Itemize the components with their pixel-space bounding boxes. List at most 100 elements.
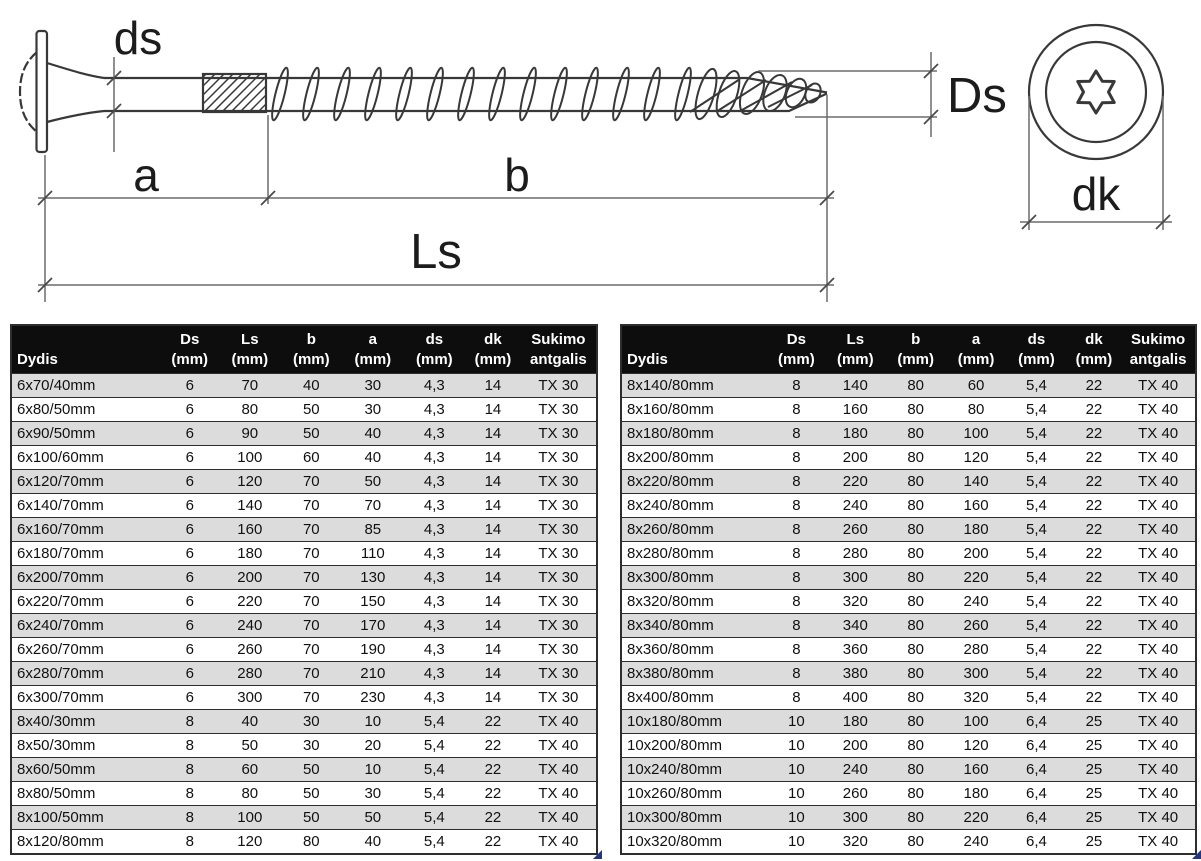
value-cell: TX 30 xyxy=(520,373,597,398)
value-cell: TX 30 xyxy=(520,517,597,542)
value-cell: 8 xyxy=(767,637,826,662)
value-cell: 20 xyxy=(342,733,404,758)
value-cell: 22 xyxy=(1066,613,1122,638)
value-cell: 5,4 xyxy=(403,781,466,806)
value-cell: 8 xyxy=(160,781,220,806)
selection-fill-handle-icon xyxy=(593,850,602,859)
value-cell: 80 xyxy=(885,469,946,494)
value-cell: TX 40 xyxy=(1121,781,1196,806)
value-cell: 8 xyxy=(767,397,826,422)
dimension-dk: dk xyxy=(1020,96,1172,230)
value-cell: 14 xyxy=(465,541,521,566)
value-cell: 5,4 xyxy=(1006,661,1067,686)
value-cell: 240 xyxy=(825,757,886,782)
value-cell: 8 xyxy=(767,661,826,686)
value-cell: 8 xyxy=(160,757,220,782)
value-cell: TX 40 xyxy=(520,781,597,806)
value-cell: 14 xyxy=(465,445,521,470)
value-cell: 30 xyxy=(342,397,404,422)
value-cell: 4,3 xyxy=(403,685,466,710)
value-cell: 120 xyxy=(945,733,1007,758)
value-cell: 4,3 xyxy=(403,373,466,398)
value-cell: 22 xyxy=(465,733,521,758)
value-cell: 240 xyxy=(219,613,281,638)
value-cell: 4,3 xyxy=(403,421,466,446)
table-row: 10x300/80mm 10 300 80 220 6,4 25 TX 40 xyxy=(621,805,1196,830)
value-cell: 170 xyxy=(342,613,404,638)
value-cell: 100 xyxy=(219,805,281,830)
value-cell: TX 40 xyxy=(520,805,597,830)
value-cell: 70 xyxy=(280,517,343,542)
value-cell: 80 xyxy=(885,445,946,470)
value-cell: 80 xyxy=(885,421,946,446)
value-cell: 22 xyxy=(1066,445,1122,470)
value-cell: 5,4 xyxy=(403,805,466,830)
value-cell: 280 xyxy=(219,661,281,686)
value-cell: 200 xyxy=(219,565,281,590)
value-cell: TX 30 xyxy=(520,661,597,686)
size-cell: 8x180/80mm xyxy=(621,421,768,446)
value-cell: 40 xyxy=(342,421,404,446)
column-header: dk (mm) xyxy=(1066,325,1122,374)
value-cell: 14 xyxy=(465,613,521,638)
value-cell: 80 xyxy=(945,397,1007,422)
value-cell: 4,3 xyxy=(403,493,466,518)
size-cell: 8x240/80mm xyxy=(621,493,768,518)
value-cell: 5,4 xyxy=(1006,493,1067,518)
value-cell: 80 xyxy=(885,829,946,854)
size-cell: 8x220/80mm xyxy=(621,469,768,494)
value-cell: 22 xyxy=(465,709,521,734)
table-row: 10x240/80mm 10 240 80 160 6,4 25 TX 40 xyxy=(621,757,1196,782)
value-cell: 150 xyxy=(342,589,404,614)
spec-table-right-container: Dydis Ds (mm) Ls (mm) b (mm) a (mm) ds (mm) dk (mm) S… xyxy=(620,324,1201,859)
value-cell: 4,3 xyxy=(403,661,466,686)
value-cell: TX 30 xyxy=(520,565,597,590)
column-header: a (mm) xyxy=(945,325,1007,374)
table-row: 6x220/70mm 6 220 70 150 4,3 14 TX 30 xyxy=(11,589,597,614)
value-cell: 5,4 xyxy=(403,733,466,758)
table-row: 6x100/60mm 6 100 60 40 4,3 14 TX 30 xyxy=(11,445,597,470)
table-row: 8x60/50mm 8 60 50 10 5,4 22 TX 40 xyxy=(11,757,597,782)
table-row: 6x160/70mm 6 160 70 85 4,3 14 TX 30 xyxy=(11,517,597,542)
value-cell: 220 xyxy=(219,589,281,614)
value-cell: TX 30 xyxy=(520,493,597,518)
value-cell: 14 xyxy=(465,397,521,422)
value-cell: 8 xyxy=(767,517,826,542)
value-cell: 70 xyxy=(280,493,343,518)
value-cell: 260 xyxy=(945,613,1007,638)
value-cell: TX 40 xyxy=(520,733,597,758)
value-cell: 140 xyxy=(825,373,886,398)
value-cell: 60 xyxy=(280,445,343,470)
value-cell: 10 xyxy=(767,733,826,758)
value-cell: 50 xyxy=(342,805,404,830)
value-cell: 260 xyxy=(825,781,886,806)
value-cell: 220 xyxy=(945,565,1007,590)
table-row: 10x320/80mm 10 320 80 240 6,4 25 TX 40 xyxy=(621,829,1196,854)
value-cell: 4,3 xyxy=(403,565,466,590)
value-cell: TX 30 xyxy=(520,685,597,710)
value-cell: 10 xyxy=(767,709,826,734)
value-cell: 70 xyxy=(280,565,343,590)
value-cell: 230 xyxy=(342,685,404,710)
value-cell: 22 xyxy=(1066,589,1122,614)
value-cell: 6 xyxy=(160,445,220,470)
spec-table-left: Dydis Ds (mm) Ls (mm) b (mm) a (mm) ds (mm) dk (mm) S… xyxy=(10,324,598,855)
value-cell: 5,4 xyxy=(1006,373,1067,398)
size-cell: 8x80/50mm xyxy=(11,781,161,806)
value-cell: 240 xyxy=(825,493,886,518)
value-cell: 8 xyxy=(160,733,220,758)
value-cell: 5,4 xyxy=(1006,637,1067,662)
value-cell: TX 40 xyxy=(1121,661,1196,686)
value-cell: 180 xyxy=(825,709,886,734)
value-cell: 22 xyxy=(1066,661,1122,686)
dimension-ls: Ls xyxy=(37,225,835,293)
table-row: 10x180/80mm 10 180 80 100 6,4 25 TX 40 xyxy=(621,709,1196,734)
value-cell: 400 xyxy=(825,685,886,710)
value-cell: 4,3 xyxy=(403,517,466,542)
value-cell: TX 40 xyxy=(1121,373,1196,398)
size-cell: 6x200/70mm xyxy=(11,565,161,590)
value-cell: 4,3 xyxy=(403,589,466,614)
dimension-a-b: a b xyxy=(37,95,835,302)
value-cell: 120 xyxy=(219,829,281,854)
thread-helix xyxy=(271,66,692,122)
